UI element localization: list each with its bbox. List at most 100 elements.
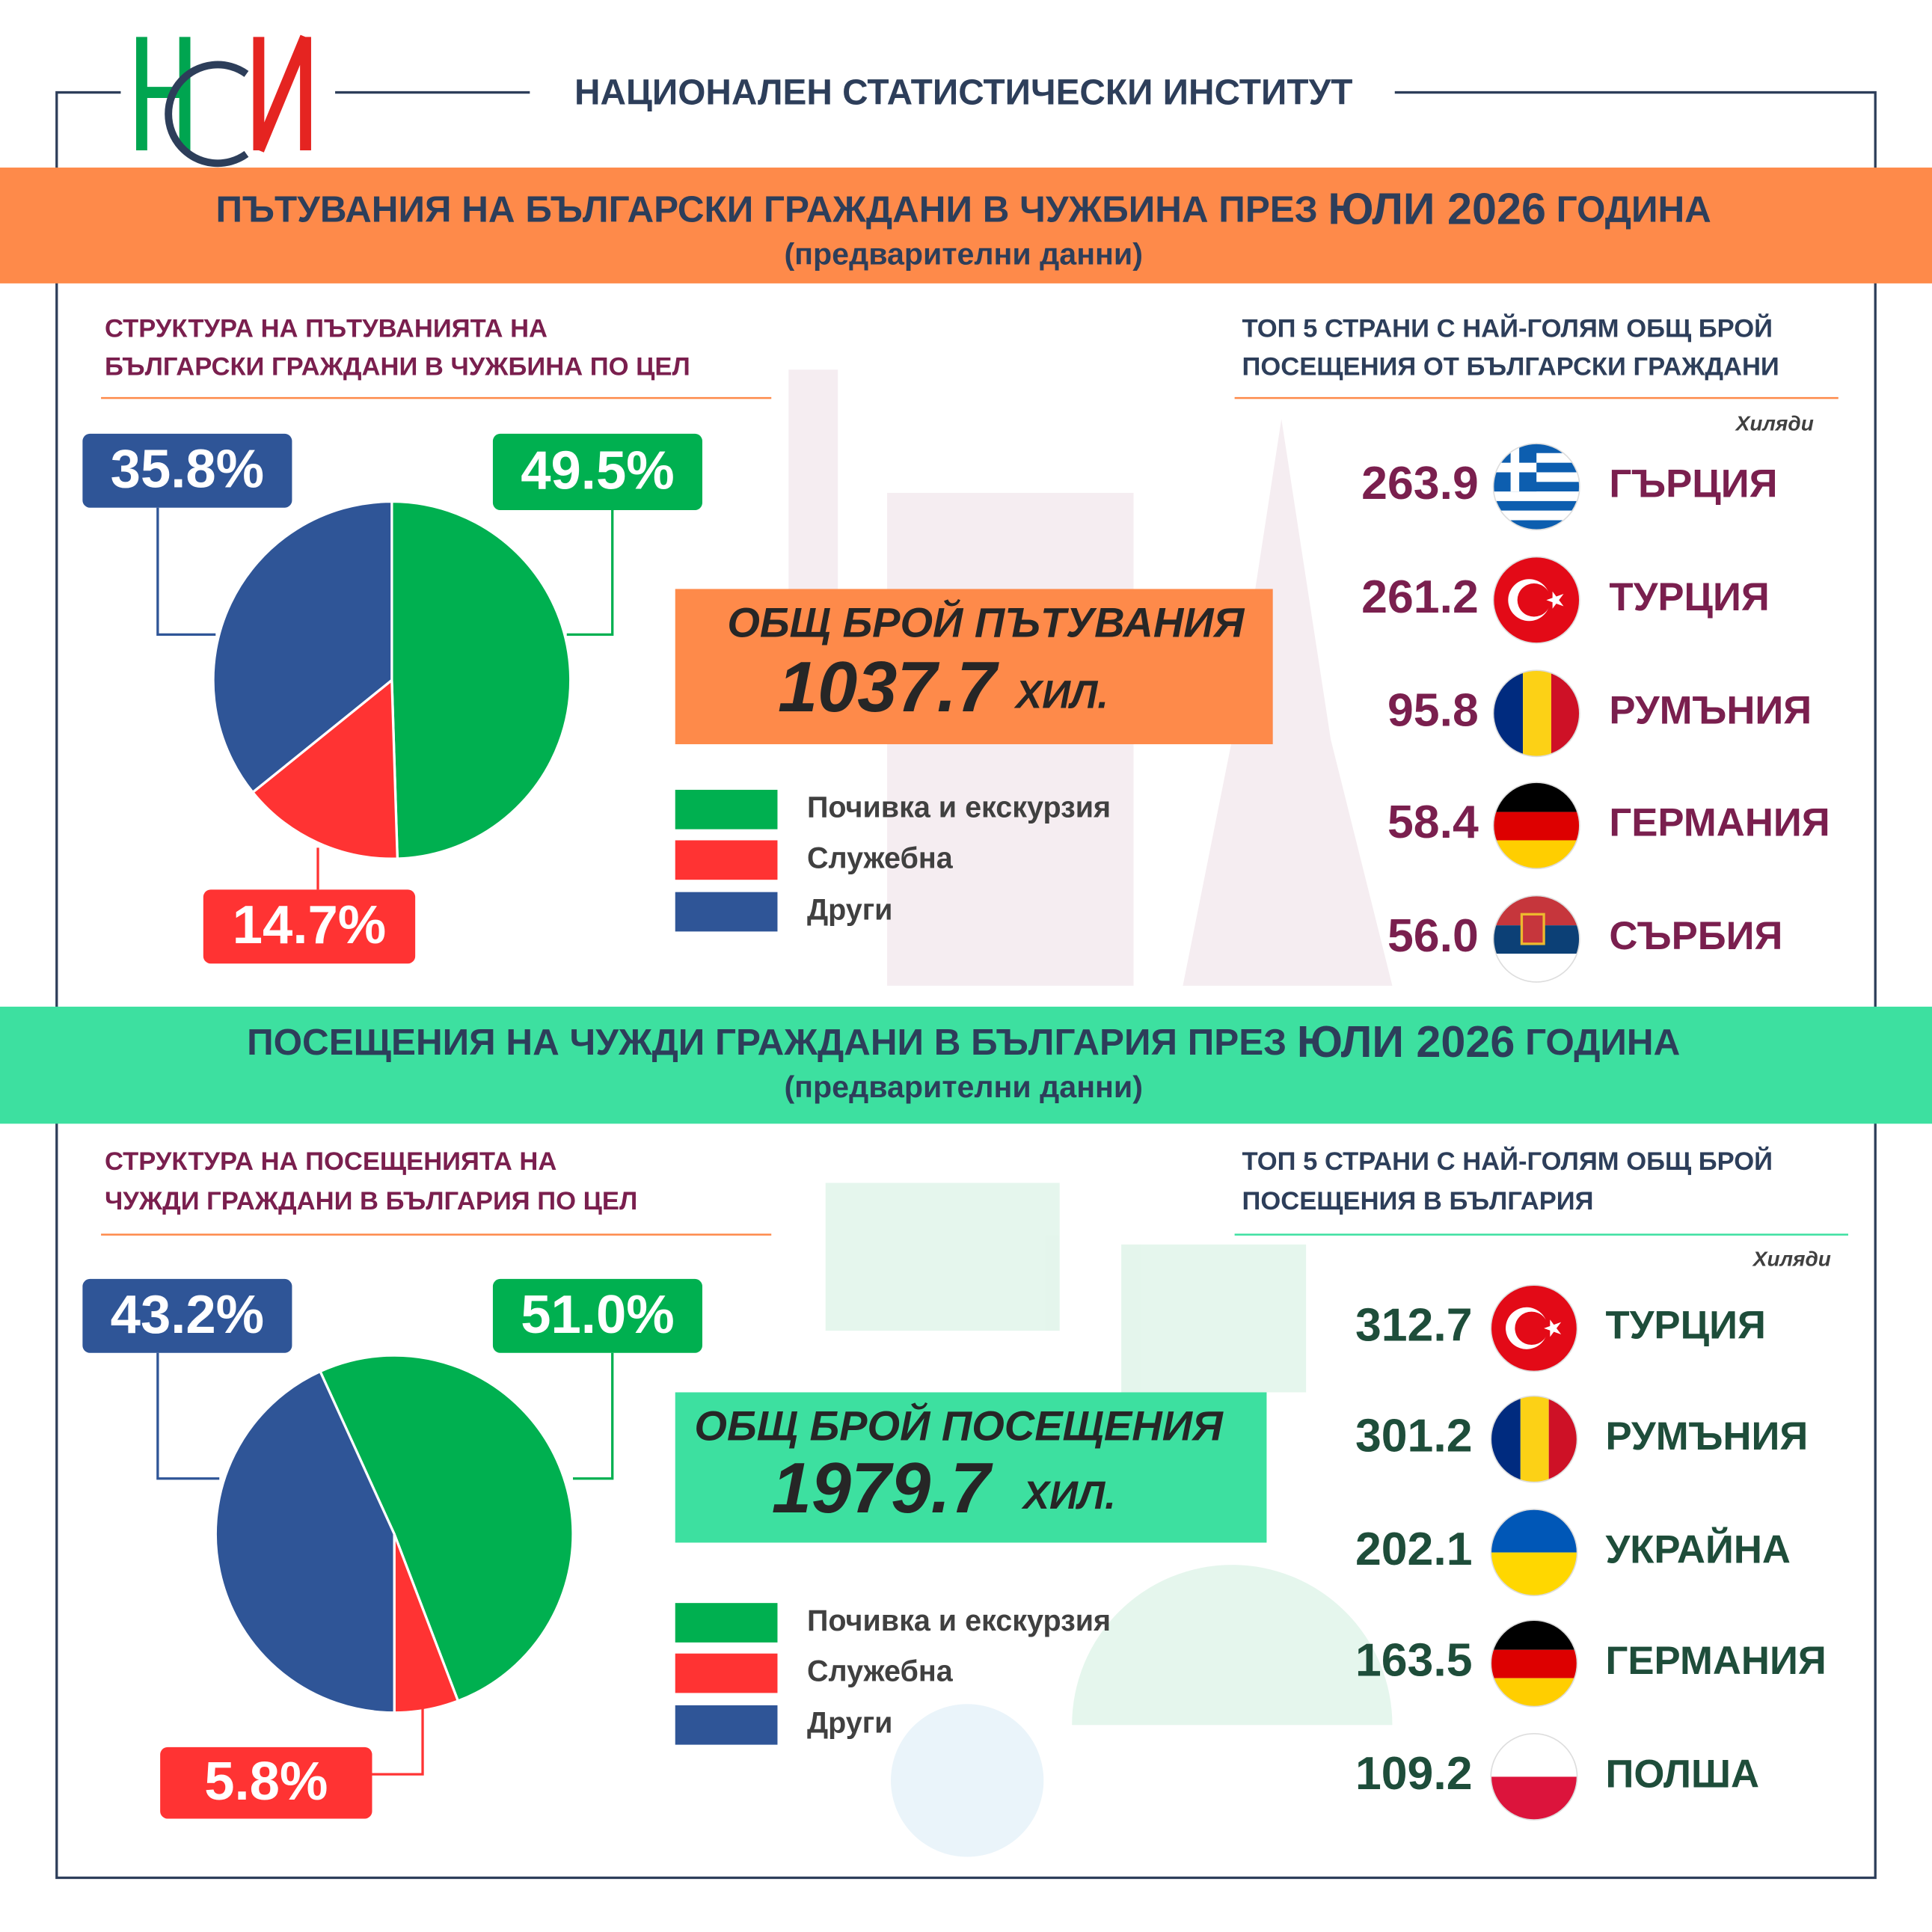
value-label: 5.8% (204, 1751, 328, 1812)
flag (1492, 443, 1580, 531)
banner-part: ПОСЕЩЕНИЯ НА ЧУЖДИ ГРАЖДАНИ В БЪЛГАРИЯ П… (247, 1022, 1297, 1063)
legend-label: Други (807, 1707, 893, 1740)
flag-part (1493, 500, 1580, 511)
pie-slice (251, 677, 399, 860)
landmarks-decoration (825, 1183, 1393, 1857)
flag-outline (1490, 1284, 1578, 1373)
chart-title: БЪЛГАРСКИ ГРАЖДАНИ В ЧУЖБИНА ПО ЦЕЛ (105, 353, 690, 381)
country-name: ТУРЦИЯ (1609, 575, 1769, 619)
leader-line (573, 1352, 614, 1480)
country-value: 95.8 (1387, 684, 1479, 736)
flag-body (1491, 1285, 1577, 1372)
legend-swatch (675, 789, 778, 829)
flag-part (1515, 1311, 1548, 1346)
flag-part (1520, 1396, 1549, 1482)
flag-part (1493, 491, 1580, 501)
value-label: 49.5% (521, 440, 674, 500)
chart-title: СТРУКТУРА НА ПОСЕЩЕНИЯТА НА (105, 1147, 556, 1176)
top-title: ТОП 5 СТРАНИ С НАЙ-ГОЛЯМ ОБЩ БРОЙ (1242, 1146, 1773, 1176)
value-label-box (492, 433, 702, 510)
banner-part: ЮЛИ 2026 (1328, 183, 1546, 233)
flag (1492, 782, 1580, 870)
leader-line (156, 1352, 220, 1480)
banner-title: ПЪТУВАНИЯ НА БЪЛГАРСКИ ГРАЖДАНИ В ЧУЖБИН… (216, 183, 1711, 233)
flag-part (1544, 1319, 1562, 1337)
flag-outline (1492, 443, 1580, 531)
flag-body (1493, 556, 1580, 643)
total-value: 1979.7 (772, 1449, 993, 1528)
flag-outline (1492, 669, 1580, 758)
total-label: ОБЩ БРОЙ ПОСЕЩЕНИЯ (694, 1402, 1224, 1450)
country-name: ТУРЦИЯ (1605, 1304, 1765, 1348)
country-name: ГЪРЦИЯ (1609, 462, 1777, 506)
unit-note: Хиляди (1735, 412, 1814, 435)
country-value: 163.5 (1355, 1634, 1473, 1686)
country-value: 301.2 (1355, 1410, 1473, 1462)
country-name: ГЕРМАНИЯ (1605, 1639, 1826, 1683)
legend-label: Почивка и екскурзия (807, 791, 1111, 824)
banner-part: ГОДИНА (1546, 188, 1711, 230)
country-value: 58.4 (1387, 796, 1479, 848)
banner-title: ПОСЕЩЕНИЯ НА ЧУЖДИ ГРАЖДАНИ В БЪЛГАРИЯ П… (247, 1016, 1680, 1067)
country-value: 109.2 (1355, 1747, 1473, 1800)
country-value: 263.9 (1361, 457, 1479, 509)
flag (1490, 1732, 1578, 1821)
flag-part (1523, 670, 1551, 757)
pie-slice (390, 500, 572, 860)
country-name: УКРАЙНА (1605, 1528, 1791, 1572)
leader-line (156, 507, 216, 637)
legend-label: Други (807, 893, 893, 926)
flag-outline (1492, 782, 1580, 870)
frame (55, 91, 1877, 1880)
banner-subtitle: (предварителни данни) (784, 1070, 1143, 1104)
pie-slice (318, 1354, 574, 1703)
flag-part (1520, 913, 1545, 945)
flag-part (1546, 591, 1564, 609)
flag (1490, 1284, 1578, 1373)
pie-slice (214, 1370, 396, 1714)
flag-outline (1490, 1732, 1578, 1821)
total-unit: ХИЛ. (1021, 1473, 1116, 1518)
total-box (675, 589, 1273, 744)
value-label: 35.8% (111, 439, 264, 500)
flag-part (1517, 583, 1551, 617)
flag (1490, 1619, 1578, 1708)
total-unit: ХИЛ. (1013, 672, 1108, 717)
flag-part (1493, 510, 1580, 521)
flag-part (1491, 1649, 1577, 1678)
top-title: ПОСЕЩЕНИЯ ОТ БЪЛГАРСКИ ГРАЖДАНИ (1242, 353, 1779, 381)
value-label: 14.7% (233, 895, 386, 955)
flag-part (1493, 812, 1580, 841)
country-value: 261.2 (1361, 571, 1479, 623)
org-title: НАЦИОНАЛЕН СТАТИСТИЧЕСКИ ИНСТИТУТ (574, 73, 1352, 112)
total-box (675, 1392, 1267, 1543)
unit-note: Хиляди (1752, 1248, 1831, 1271)
value-label-box (492, 1278, 702, 1353)
flag-outline (1490, 1509, 1578, 1597)
flag-outline (1492, 556, 1580, 644)
leader-line (372, 1705, 424, 1776)
top-title: ТОП 5 СТРАНИ С НАЙ-ГОЛЯМ ОБЩ БРОЙ (1242, 313, 1773, 343)
legend-swatch (675, 1603, 778, 1643)
banner-part: ГОДИНА (1515, 1022, 1680, 1063)
banner-part: ПЪТУВАНИЯ НА БЪЛГАРСКИ ГРАЖДАНИ В ЧУЖБИН… (216, 188, 1328, 230)
total-value: 1037.7 (778, 648, 999, 727)
flag-outline (1490, 1395, 1578, 1483)
value-label-box (203, 889, 416, 964)
pie-slice (212, 500, 393, 794)
country-name: РУМЪНИЯ (1605, 1414, 1808, 1459)
value-label-box (82, 1278, 292, 1353)
legend-swatch (675, 840, 778, 880)
banner (0, 168, 1932, 283)
flag-part (1510, 444, 1520, 492)
banner-subtitle: (предварителни данни) (784, 237, 1143, 272)
flag (1492, 895, 1580, 983)
top-title: ПОСЕЩЕНИЯ В БЪЛГАРИЯ (1242, 1187, 1594, 1215)
country-name: СЪРБИЯ (1609, 914, 1782, 958)
total-label: ОБЩ БРОЙ ПЪТУВАНИЯ (727, 599, 1245, 646)
logo (136, 34, 311, 168)
value-label-box (160, 1747, 372, 1819)
banner (0, 1006, 1932, 1124)
flag (1490, 1395, 1578, 1483)
